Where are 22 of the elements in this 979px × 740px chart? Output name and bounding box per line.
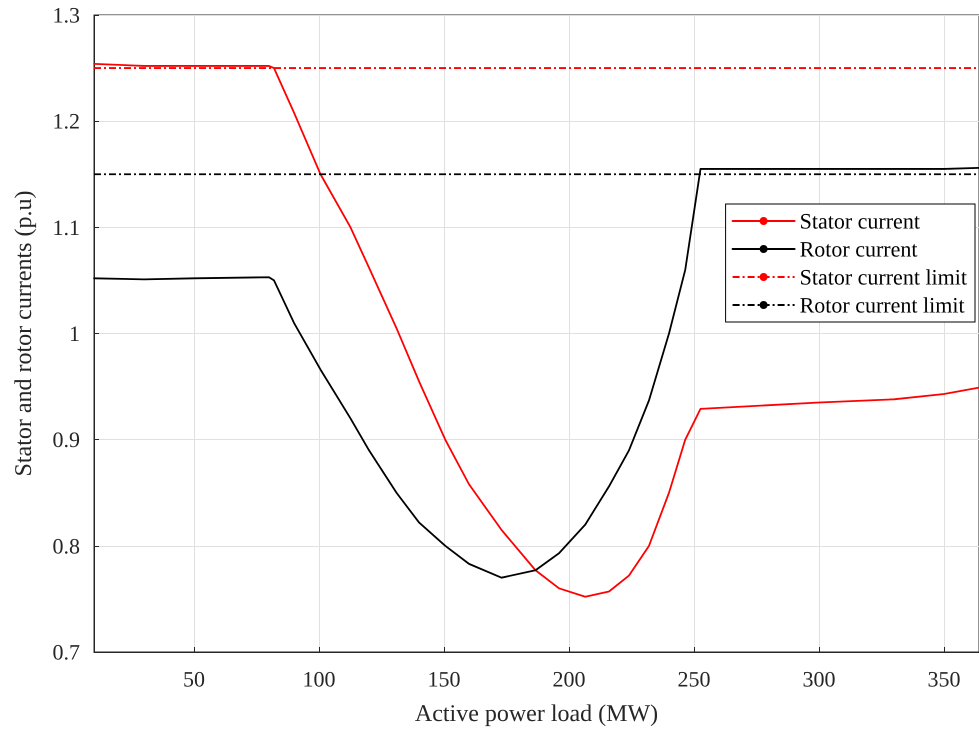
x-tick-label: 50	[183, 666, 205, 692]
x-tick-label: 250	[678, 666, 710, 692]
legend-label: Rotor current limit	[800, 292, 965, 318]
y-tick-label: 1.1	[52, 214, 80, 240]
x-tick-label: 100	[302, 666, 336, 692]
legend-label: Rotor current	[800, 236, 918, 262]
legend-label: Stator current	[800, 208, 920, 234]
y-tick-label: 0.8	[52, 533, 80, 558]
line-series	[93, 62, 979, 598]
x-tick-label: 300	[802, 666, 836, 692]
y-tick-label: 0.7	[52, 640, 80, 664]
legend-label: Stator current limit	[800, 264, 967, 290]
y-tick-label: 1.2	[52, 108, 80, 134]
x-tick-label: 350	[928, 666, 960, 692]
x-axis-title: Active power load (MW)	[414, 701, 658, 727]
y-axis-title: Stator and rotor currents (p.u)	[11, 190, 37, 476]
y-tick-label: 1.3	[52, 2, 80, 28]
x-tick-label: 200	[552, 666, 586, 692]
line-series	[93, 166, 979, 579]
x-tick-label: 150	[428, 666, 460, 692]
y-tick-label: 1	[69, 321, 80, 346]
y-tick-label: 0.9	[52, 427, 80, 452]
